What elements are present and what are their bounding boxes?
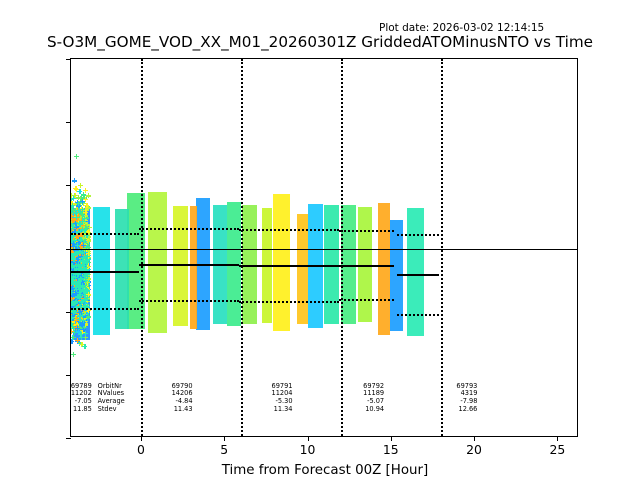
scatter-band-core <box>172 206 188 326</box>
x-axis-tick-label: 20 <box>466 442 482 457</box>
stats-column-orbit-69789: 69789 11202 -7.05 11.85 <box>32 382 92 413</box>
x-axis-tick <box>307 436 309 441</box>
stats-column-orbit-69791: 69791 11204 -5.30 11.34 <box>233 382 293 413</box>
x-axis-tick-label: 0 <box>137 442 145 457</box>
scatter-band-core <box>407 208 425 337</box>
scatter-band-core <box>324 204 340 324</box>
data-point <box>77 188 83 194</box>
stats-label-stdev: Stdev <box>97 404 117 413</box>
data-point <box>84 315 90 321</box>
y-axis-tick <box>66 438 71 439</box>
scatter-band-core <box>389 219 404 331</box>
stats-label-column: OrbitNr NValues Average Stdev <box>97 382 125 413</box>
stats-column-orbit-69792: 69792 11189 -5.07 10.94 <box>324 382 385 413</box>
x-axis-tick <box>140 436 142 441</box>
plot-axes: −60−40−2002040600510152025 OrbitNrNValue… <box>66 58 578 478</box>
scatter-band-core <box>148 192 167 334</box>
scatter-band-core <box>241 204 257 324</box>
scatter-band-core <box>127 192 145 330</box>
stats-value-stdev: 10.94 <box>365 404 385 413</box>
scatter-band-core <box>114 209 129 329</box>
scatter-band-core <box>357 206 372 322</box>
stats-value-stdev: 12.66 <box>458 404 478 413</box>
scatter-band-core <box>93 206 111 335</box>
scatter-band-core <box>273 194 291 331</box>
stats-value-stdev: 11.85 <box>72 404 92 413</box>
x-axis-tick-label: 10 <box>299 442 316 457</box>
page-title: S-O3M_GOME_VOD_XX_M01_20260301Z GriddedA… <box>47 33 593 51</box>
x-axis-tick <box>224 436 226 441</box>
x-axis-tick <box>557 436 559 441</box>
scatter-band-core <box>296 213 309 325</box>
x-axis-label: Time from Forecast 00Z [Hour] <box>221 463 429 478</box>
plot-date-label: Plot date: 2026-03-02 12:14:15 <box>379 22 545 34</box>
stats-column-orbit-69790: 69790 14206 -4.84 11.43 <box>133 382 193 413</box>
plot-canvas <box>71 59 577 436</box>
x-axis-tick <box>390 436 392 441</box>
x-axis-tick-label: 5 <box>220 442 229 457</box>
x-axis-tick-label: 25 <box>549 442 566 457</box>
x-axis-tick-label: 15 <box>382 442 399 457</box>
stats-column-orbit-69793: 69793 4319 -7.98 12.66 <box>417 382 478 413</box>
scatter-band-core <box>378 202 390 336</box>
data-point <box>77 325 83 331</box>
stats-value-stdev: 11.43 <box>173 404 193 413</box>
x-axis-tick <box>474 436 476 441</box>
statistics-overlay: OrbitNr NValues Average Stdev 69789 11202 -7.0… <box>71 59 577 436</box>
stats-value-stdev: 11.34 <box>273 404 293 413</box>
data-point <box>71 338 75 344</box>
data-point <box>85 314 91 320</box>
scatter-band-core <box>189 205 198 330</box>
scatter-band-core <box>340 204 356 324</box>
